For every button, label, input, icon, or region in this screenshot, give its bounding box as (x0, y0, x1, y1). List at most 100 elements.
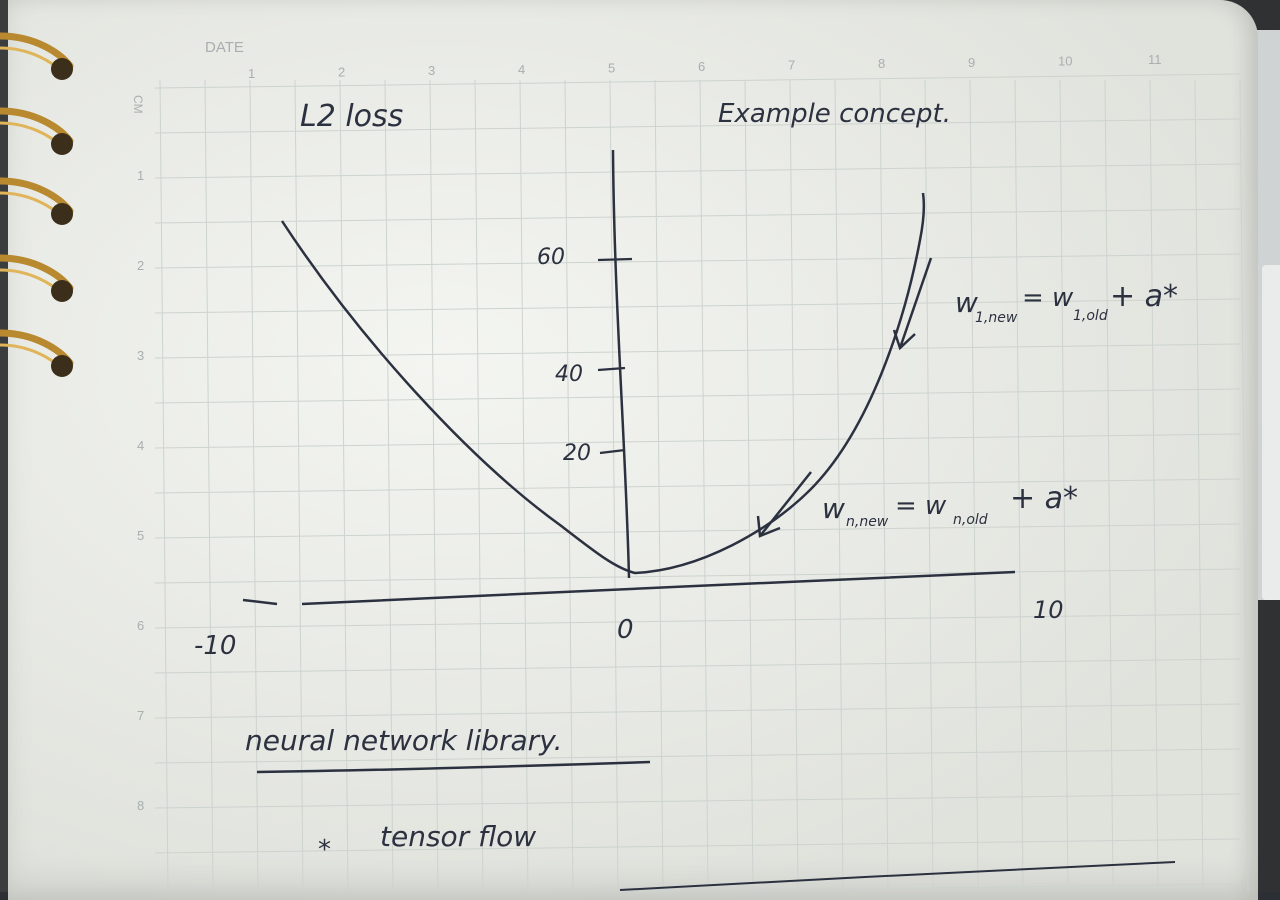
grid-line-horizontal (154, 163, 1241, 179)
grid-line-vertical (429, 79, 439, 892)
grid-line-horizontal (154, 388, 1241, 404)
y-tick-20 (599, 448, 626, 455)
item-tensorflow: tensor flow (380, 820, 536, 853)
top-ruler-number: 8 (878, 56, 885, 71)
grid-line-vertical (339, 79, 349, 892)
grid-lines (154, 73, 1249, 892)
cm-label: CM (131, 95, 145, 114)
side-ruler-number: 2 (137, 258, 144, 273)
gradient-arrowhead-lower (756, 515, 781, 538)
grid-line-horizontal (154, 703, 1241, 719)
grid-line-vertical (1059, 79, 1069, 892)
spiral-hole (51, 203, 73, 225)
bullet-star: * (318, 835, 331, 865)
top-ruler-number: 5 (608, 60, 615, 75)
top-ruler-number: 6 (698, 59, 705, 74)
y-label-40: 40 (555, 362, 583, 387)
gradient-arrow-lower (759, 471, 812, 537)
top-ruler-number: 3 (428, 63, 435, 78)
top-ruler-number: 10 (1058, 53, 1072, 68)
side-ruler: 1 2 3 4 5 6 7 8 (137, 168, 144, 813)
grid-line-vertical (789, 79, 799, 892)
eq1-subscript-old: 1,old (1073, 308, 1108, 324)
gradient-arrowhead-upper (892, 329, 916, 351)
grid-line-horizontal (154, 433, 1241, 449)
grid-line-vertical (159, 79, 169, 892)
notebook-page (8, 0, 1258, 900)
grid-line-horizontal (154, 73, 1241, 89)
grid-line-vertical (1104, 79, 1114, 892)
y-label-20: 20 (563, 441, 591, 466)
y-tick-40 (597, 366, 626, 372)
eq2-w: w (822, 492, 845, 525)
grid-line-vertical (879, 79, 889, 892)
eq1-equals-w: = w (1022, 283, 1074, 313)
eq1-subscript: 1,new (975, 310, 1018, 326)
paper-shading (8, 0, 1258, 900)
title-l2-loss: L2 loss (300, 99, 403, 134)
grid-line-horizontal (154, 523, 1241, 539)
grid-line-horizontal (154, 793, 1241, 809)
side-ruler-number: 7 (137, 708, 144, 723)
spiral-hole (51, 355, 73, 377)
heading-underline (256, 760, 651, 774)
eq1-plus-a: + a* (1110, 279, 1178, 314)
notebook-tab-inner (1262, 265, 1280, 600)
grid-line-vertical (924, 79, 934, 892)
spiral-hole (51, 58, 73, 80)
grid-line-vertical (1194, 79, 1204, 892)
grid-line-horizontal (154, 568, 1241, 584)
x-label-zero: 0 (617, 615, 634, 645)
grid-line-horizontal (154, 118, 1241, 134)
example-concept-label: Example concept. (718, 99, 951, 129)
side-ruler-number: 3 (137, 348, 144, 363)
eq1-w: w (955, 286, 978, 319)
side-ruler-number: 1 (137, 168, 144, 183)
top-ruler-number: 11 (1148, 52, 1162, 67)
date-label: DATE (205, 39, 244, 56)
bottom-pen-line (619, 861, 1176, 891)
side-ruler-number: 8 (137, 798, 144, 813)
update-equation-2: w n,new = w n,old + a* (822, 481, 1078, 530)
x-axis-arrow (242, 598, 278, 606)
eq2-subscript: n,new (846, 514, 889, 530)
grid-line-horizontal (154, 478, 1241, 494)
y-label-60: 60 (537, 245, 565, 270)
x-label-minus-10: -10 (194, 631, 236, 661)
grid-line-vertical (249, 79, 259, 892)
top-ruler-number: 9 (968, 55, 975, 70)
grid-line-vertical (384, 79, 394, 892)
side-ruler-number: 6 (137, 618, 144, 633)
y-tick-60 (597, 257, 633, 262)
spiral-hole (51, 133, 73, 155)
grid-line-vertical (564, 79, 574, 892)
eq2-equals-w: = w (895, 491, 947, 521)
grid-line-horizontal (154, 298, 1241, 314)
side-ruler-number: 5 (137, 528, 144, 543)
x-label-10: 10 (1033, 596, 1064, 624)
grid-line-horizontal (154, 838, 1241, 854)
y-axis (611, 149, 631, 579)
side-ruler-number: 4 (137, 438, 144, 453)
gradient-arrow-upper (898, 257, 933, 349)
eq2-subscript-old: n,old (953, 512, 988, 528)
l2-loss-curve (280, 192, 926, 575)
grid-line-vertical (1239, 79, 1249, 892)
top-ruler: 1 2 3 4 5 6 7 8 9 10 11 (248, 52, 1162, 81)
spiral-hole (51, 280, 73, 302)
grid-line-horizontal (154, 748, 1241, 764)
grid-line-horizontal (581, 883, 1241, 892)
grid-line-vertical (294, 79, 304, 892)
top-ruler-number: 7 (788, 58, 795, 73)
grid-line-vertical (204, 79, 214, 892)
grid-line-vertical (834, 79, 844, 892)
top-ruler-number: 1 (248, 66, 255, 81)
x-axis (301, 570, 1016, 606)
grid-line-vertical (474, 79, 484, 892)
eq2-plus-a: + a* (1010, 481, 1078, 516)
grid-line-horizontal (154, 658, 1241, 674)
grid-line-vertical (1149, 79, 1159, 892)
section-heading: neural network library. (245, 724, 563, 757)
grid-line-vertical (1014, 79, 1024, 892)
